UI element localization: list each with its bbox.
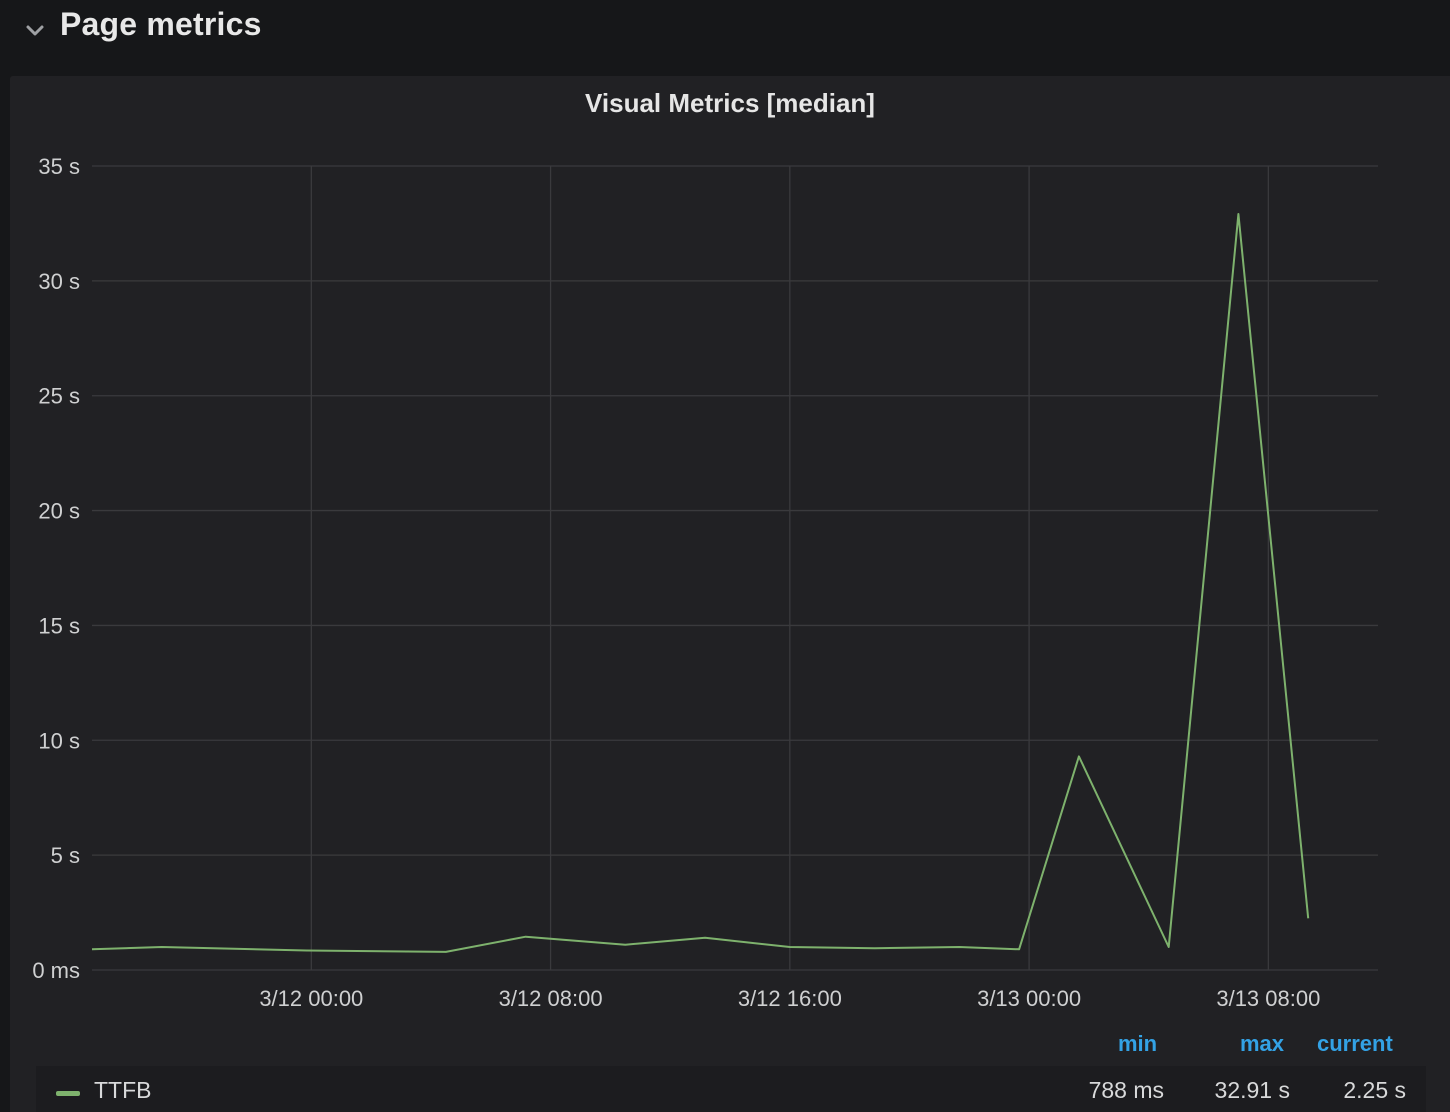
row-title[interactable]: Page metrics: [60, 6, 262, 42]
y-tick-label: 20 s: [38, 499, 80, 524]
y-axis-ticks: 0 ms 5 s 10 s 15 s 20 s 25 s 30 s 35 s: [32, 154, 80, 983]
series-lines: [91, 213, 1310, 953]
y-tick-label: 30 s: [38, 269, 80, 294]
legend-header-current[interactable]: current: [1317, 1031, 1393, 1056]
x-tick-label: 3/13 00:00: [977, 986, 1081, 1011]
line-chart[interactable]: 0 ms 5 s 10 s 15 s 20 s 25 s 30 s 35 s 3/12 00:…: [10, 76, 1450, 1112]
legend-header-max[interactable]: max: [1240, 1031, 1285, 1056]
x-tick-label: 3/12 16:00: [738, 986, 842, 1011]
legend-header-min[interactable]: min: [1118, 1031, 1158, 1056]
legend-row-ttfb: TTFB 788 ms 32.91 s 2.25 s: [36, 1066, 1426, 1112]
y-tick-label: 5 s: [51, 843, 80, 868]
legend-series-current: 2.25 s: [1343, 1077, 1406, 1103]
y-tick-label: 0 ms: [32, 958, 80, 983]
legend-series-name[interactable]: TTFB: [94, 1077, 152, 1103]
row-header: Page metrics: [0, 0, 1450, 60]
legend-series-max: 32.91 s: [1214, 1077, 1290, 1103]
legend-series-min: 788 ms: [1088, 1077, 1164, 1103]
y-tick-label: 15 s: [38, 613, 80, 638]
y-tick-label: 10 s: [38, 728, 80, 753]
x-tick-label: 3/12 08:00: [499, 986, 603, 1011]
x-tick-label: 3/13 08:00: [1216, 986, 1320, 1011]
grid-lines: [92, 165, 1378, 971]
chevron-down-icon[interactable]: [22, 18, 48, 44]
chart-panel: Visual Metrics [median] 0 ms 5 s 10 s 15 s 2…: [10, 76, 1450, 1112]
y-tick-label: 35 s: [38, 154, 80, 179]
legend-series-swatch[interactable]: [56, 1091, 80, 1096]
series-line-ttfb[interactable]: [91, 213, 1310, 953]
x-tick-label: 3/12 00:00: [259, 986, 363, 1011]
panel-title[interactable]: Visual Metrics [median]: [585, 88, 875, 118]
y-tick-label: 25 s: [38, 384, 80, 409]
x-axis-ticks: 3/12 00:00 3/12 08:00 3/12 16:00 3/13 00:00…: [259, 986, 1320, 1011]
